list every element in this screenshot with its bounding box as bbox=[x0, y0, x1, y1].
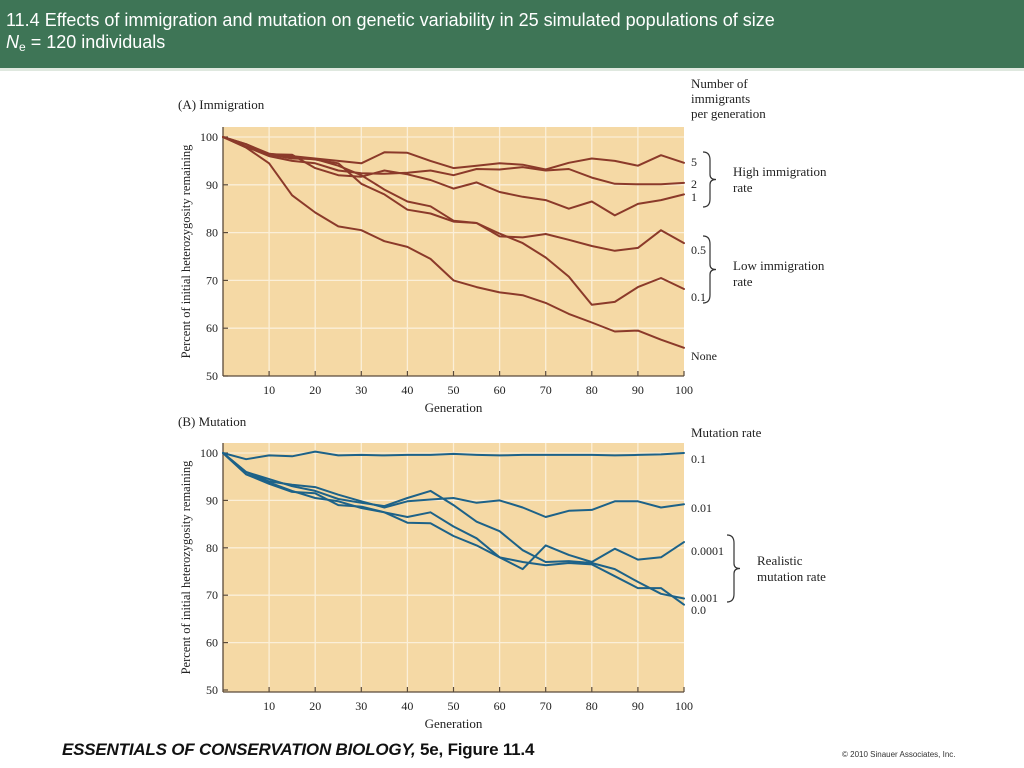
y-tick-label: 50 bbox=[206, 683, 218, 697]
group-label: mutation rate bbox=[757, 569, 826, 584]
panel-label: (A) Immigration bbox=[178, 97, 265, 112]
x-tick-label: 80 bbox=[586, 699, 598, 713]
series-line-0_01 bbox=[222, 452, 685, 518]
x-tick-label: 50 bbox=[448, 699, 460, 713]
legend-title: per generation bbox=[691, 106, 766, 121]
x-tick-label: 70 bbox=[540, 699, 552, 713]
series-line-none bbox=[222, 136, 685, 349]
title-divider bbox=[0, 68, 1024, 71]
y-tick-label: 100 bbox=[200, 446, 218, 460]
y-tick-label: 50 bbox=[206, 369, 218, 383]
x-tick-label: 100 bbox=[675, 383, 693, 397]
series-end-label: 5 bbox=[691, 155, 697, 169]
footer-citation: ESSENTIALS OF CONSERVATION BIOLOGY, 5e, … bbox=[62, 740, 534, 760]
panel-label: (B) Mutation bbox=[178, 414, 247, 429]
x-tick-label: 100 bbox=[675, 699, 693, 713]
y-axis-label: Percent of initial heterozygosity remain… bbox=[179, 144, 193, 359]
x-tick-label: 10 bbox=[263, 383, 275, 397]
group-bracket bbox=[726, 534, 741, 603]
x-tick-label: 10 bbox=[263, 699, 275, 713]
series-end-label: None bbox=[691, 349, 717, 363]
group-label: Realistic bbox=[757, 553, 803, 568]
x-tick-label: 60 bbox=[494, 383, 506, 397]
group-bracket bbox=[702, 151, 717, 208]
ne-subscript: e bbox=[19, 40, 26, 54]
ne-symbol: N bbox=[6, 32, 19, 52]
x-tick-label: 30 bbox=[355, 383, 367, 397]
title-line-2: Ne = 120 individuals bbox=[6, 31, 1024, 58]
title-line-1: 11.4 Effects of immigration and mutation… bbox=[6, 10, 775, 30]
group-label: High immigration bbox=[733, 164, 827, 179]
x-tick-label: 60 bbox=[494, 699, 506, 713]
series-line-0_0 bbox=[222, 452, 685, 606]
legend-title: immigrants bbox=[691, 91, 750, 106]
group-label: rate bbox=[733, 180, 753, 195]
panel-b-mutation: (B) Mutation 10 20 30 40 50 60 70 80 90 100 50 60 70 8… bbox=[178, 414, 826, 731]
x-tick-label: 80 bbox=[586, 383, 598, 397]
copyright-notice: © 2010 Sinauer Associates, Inc. bbox=[842, 750, 956, 759]
series-end-label: 0.1 bbox=[691, 290, 706, 304]
y-tick-label: 60 bbox=[206, 321, 218, 335]
legend-title: Mutation rate bbox=[691, 425, 762, 440]
panel-a-immigration: (A) Immigration 10 20 30 40 50 60 70 80 90 100 50 60… bbox=[178, 76, 827, 415]
series-end-label: 0.0001 bbox=[691, 544, 724, 558]
x-axis-label: Generation bbox=[425, 400, 483, 415]
series-end-label: 0.1 bbox=[691, 452, 706, 466]
y-axis-label: Percent of initial heterozygosity remain… bbox=[179, 460, 193, 675]
series-end-label: 1 bbox=[691, 190, 697, 204]
x-tick-label: 40 bbox=[401, 699, 413, 713]
series-end-label: 0.001 bbox=[691, 591, 718, 605]
slide-title: 11.4 Effects of immigration and mutation… bbox=[0, 0, 1024, 68]
series-end-label: 2 bbox=[691, 177, 697, 191]
series-end-label: 0.0 bbox=[691, 603, 706, 617]
series-line-0_1 bbox=[222, 450, 685, 461]
series-line-0_1 bbox=[222, 136, 685, 306]
y-tick-label: 100 bbox=[200, 130, 218, 144]
footer-book-title: ESSENTIALS OF CONSERVATION BIOLOGY, bbox=[62, 740, 416, 759]
x-tick-label: 20 bbox=[309, 699, 321, 713]
x-tick-label: 90 bbox=[632, 699, 644, 713]
series-end-label: 0.5 bbox=[691, 243, 706, 257]
series-line-2 bbox=[222, 136, 685, 186]
footer-figure-ref: 5e, Figure 11.4 bbox=[415, 740, 535, 759]
x-tick-label: 20 bbox=[309, 383, 321, 397]
legend-title: Number of bbox=[691, 76, 748, 91]
y-tick-label: 60 bbox=[206, 636, 218, 650]
group-label: Low immigration bbox=[733, 258, 825, 273]
x-tick-label: 50 bbox=[448, 383, 460, 397]
title-line-2-text: = 120 individuals bbox=[25, 32, 166, 52]
y-tick-label: 80 bbox=[206, 541, 218, 555]
y-tick-label: 70 bbox=[206, 588, 218, 602]
group-bracket bbox=[702, 235, 717, 304]
x-tick-label: 90 bbox=[632, 383, 644, 397]
x-tick-label: 70 bbox=[540, 383, 552, 397]
x-axis-label: Generation bbox=[425, 716, 483, 731]
y-tick-label: 70 bbox=[206, 273, 218, 287]
x-tick-label: 40 bbox=[401, 383, 413, 397]
series-end-label: 0.01 bbox=[691, 501, 712, 515]
x-tick-label: 30 bbox=[355, 699, 367, 713]
group-label: rate bbox=[733, 274, 753, 289]
y-tick-label: 80 bbox=[206, 226, 218, 240]
y-tick-label: 90 bbox=[206, 493, 218, 507]
series-line-0_001 bbox=[222, 452, 685, 600]
y-tick-label: 90 bbox=[206, 178, 218, 192]
